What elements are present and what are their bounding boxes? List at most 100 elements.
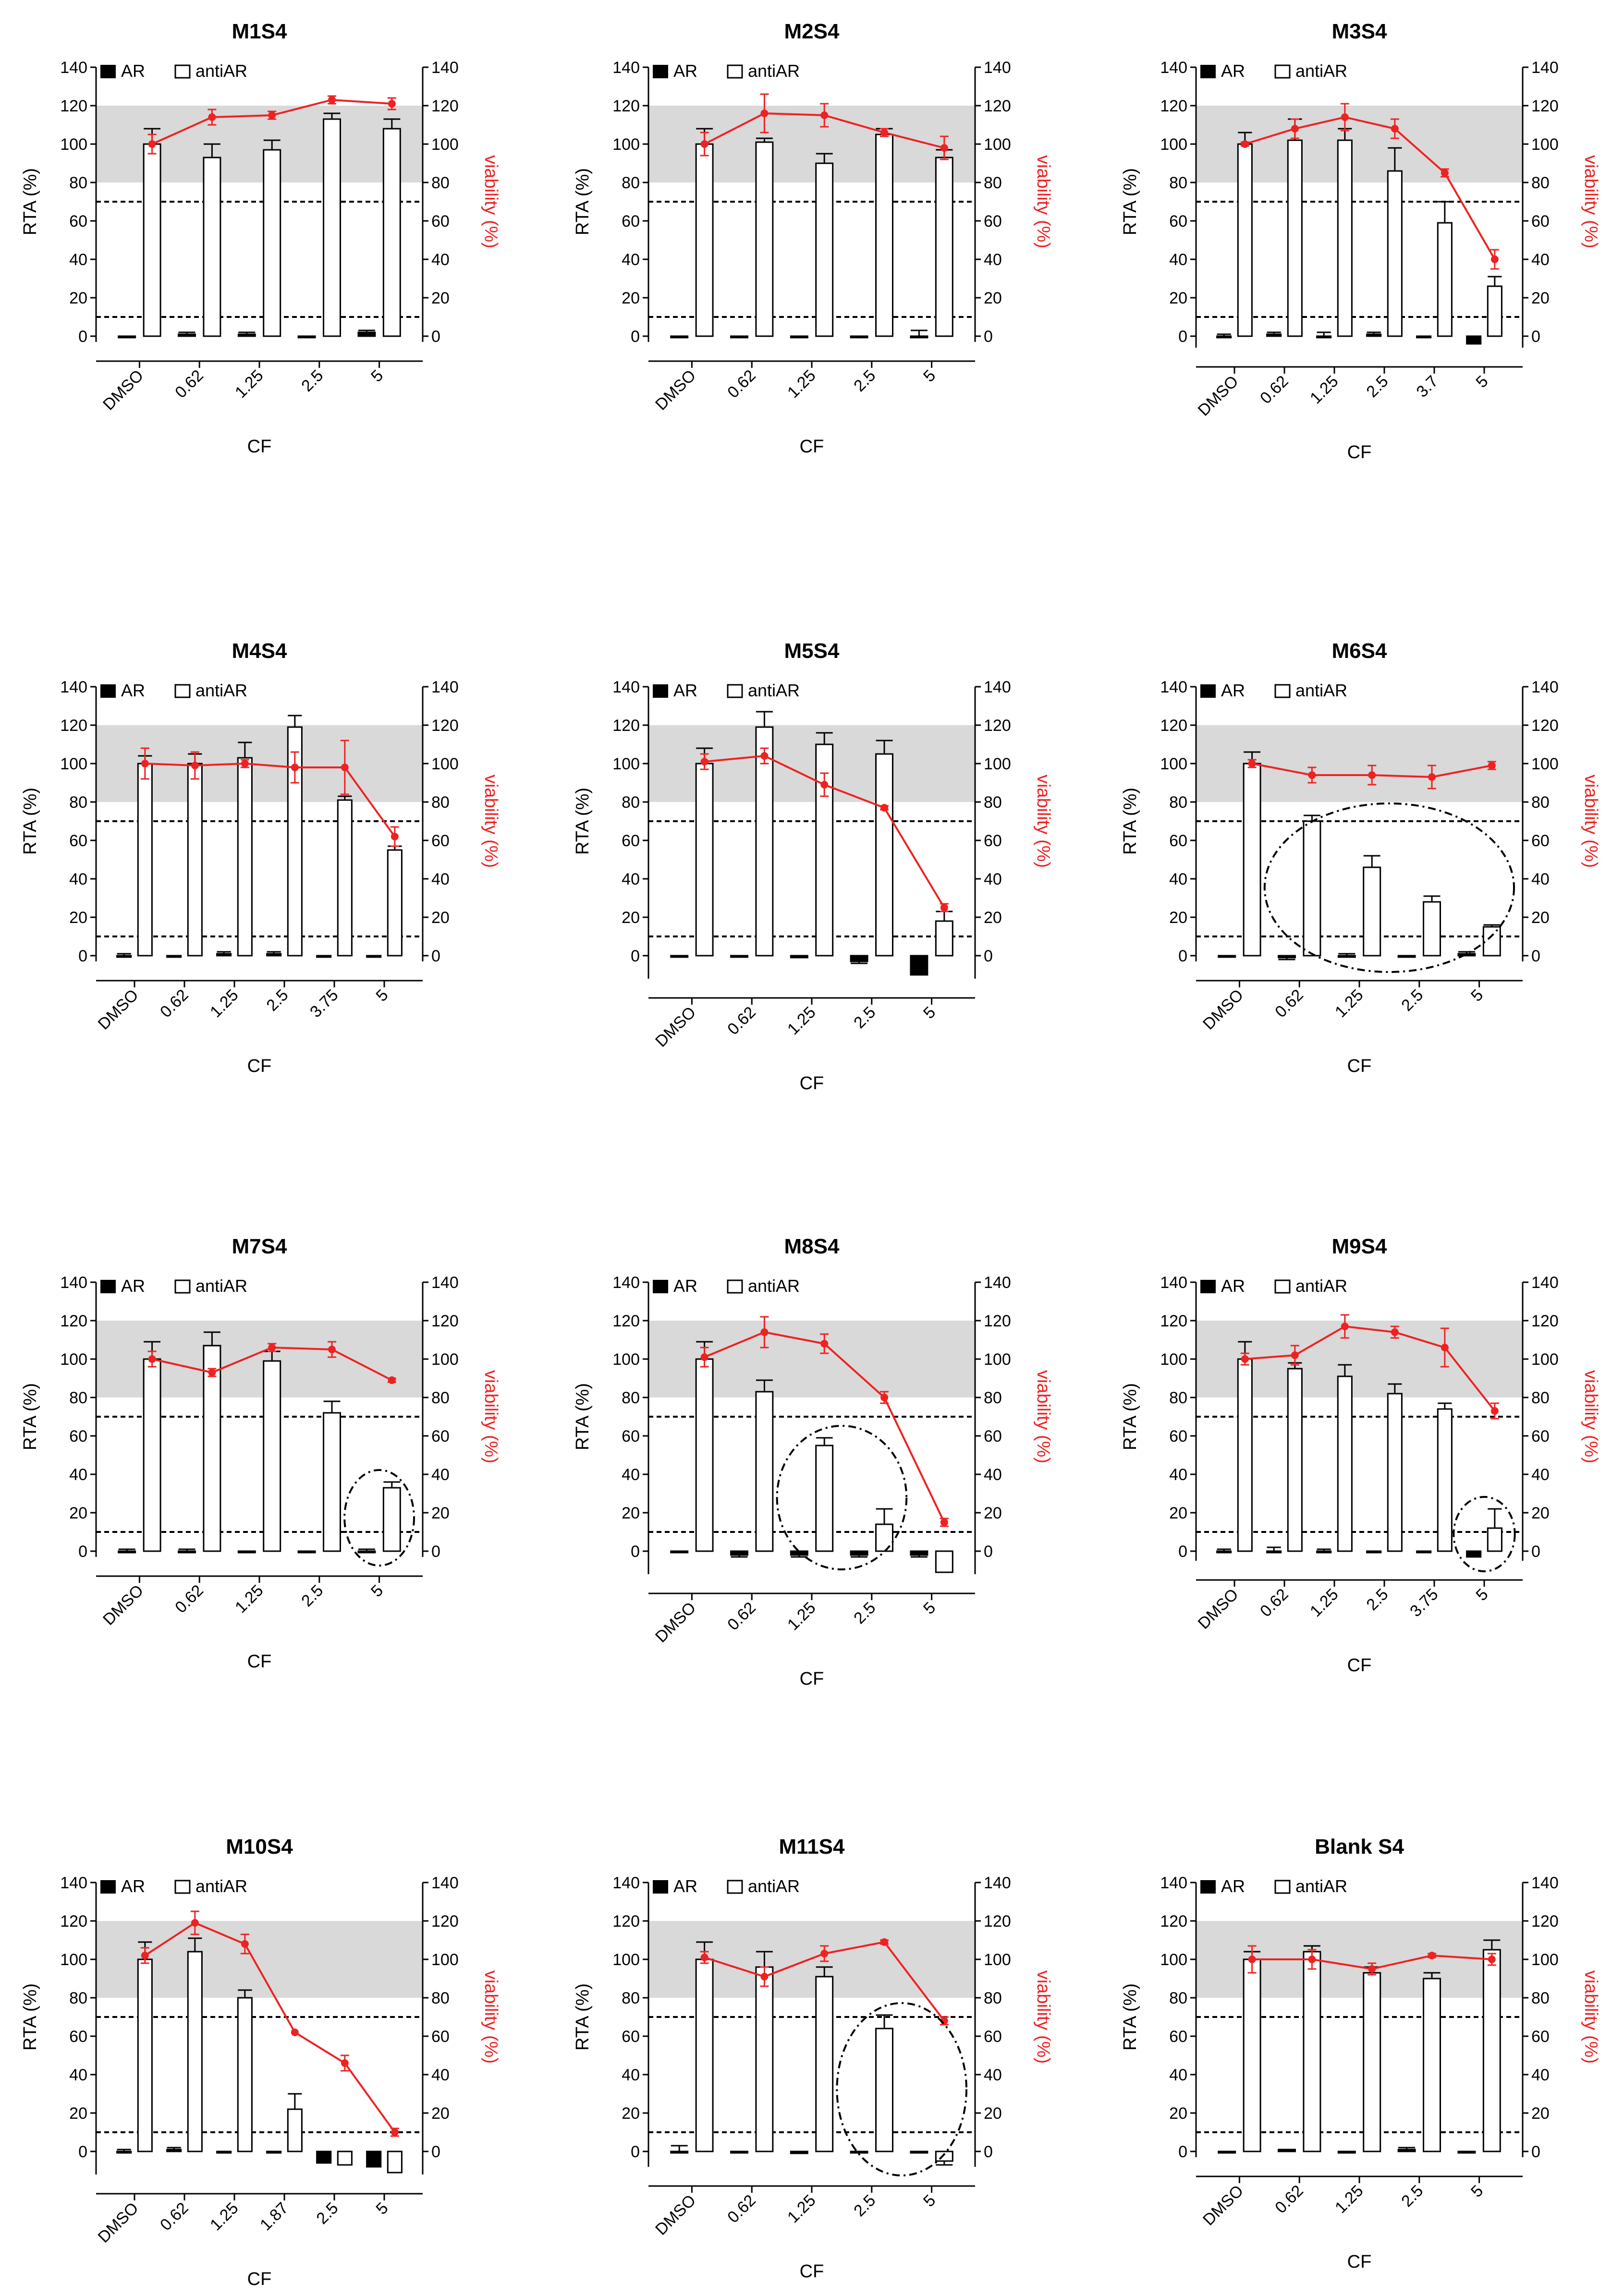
- antiar-bar: [1337, 139, 1353, 337]
- ar-bar: [1278, 2149, 1296, 2152]
- x-tick-label: 2.5: [263, 986, 292, 1015]
- left-tick-label: 20: [622, 289, 640, 307]
- legend-ar-label: AR: [121, 680, 145, 700]
- left-tick-label: 0: [78, 947, 87, 965]
- x-tick-label: DMSO: [99, 366, 147, 414]
- ar-bar: [1316, 335, 1332, 339]
- viability-point: [820, 1340, 829, 1348]
- x-tick-label: 5: [920, 1003, 939, 1022]
- left-tick-label: 0: [78, 2143, 87, 2161]
- legend-antiar-swatch: [174, 64, 191, 79]
- left-tick-label: 140: [60, 1874, 87, 1892]
- ylabel-left: RTA (%): [20, 788, 40, 855]
- right-tick-label: 80: [984, 793, 1002, 812]
- legend-ar-label: AR: [673, 680, 697, 700]
- legend-ar-swatch: [653, 65, 668, 78]
- viability-point: [191, 762, 199, 769]
- legend-ar-swatch: [1200, 1880, 1216, 1894]
- right-tick-label: 80: [431, 1989, 450, 2007]
- left-tick-label: 120: [612, 717, 640, 735]
- ar-bar: [178, 333, 196, 337]
- legend-ar-label: AR: [121, 61, 145, 81]
- left-tick-label: 20: [1169, 289, 1187, 307]
- right-tick-label: 100: [984, 755, 1011, 773]
- legend-ar-swatch: [1200, 684, 1216, 698]
- right-tick-label: 80: [984, 1989, 1002, 2007]
- antiar-bar: [1423, 1978, 1441, 2152]
- viability-line: [1245, 116, 1496, 260]
- left-tick-label: 140: [60, 678, 87, 696]
- left-tick-label: 40: [622, 1466, 640, 1484]
- right-tick-label: 100: [1531, 1350, 1559, 1369]
- antiar-bar: [695, 143, 714, 337]
- right-tick-label: 80: [431, 1389, 450, 1407]
- ar-bar: [910, 2150, 928, 2154]
- left-tick-label: 40: [69, 2066, 87, 2084]
- viability-point: [940, 904, 948, 911]
- viability-point: [700, 1353, 708, 1361]
- viability-point: [1441, 1344, 1449, 1351]
- antiar-bar: [935, 920, 953, 957]
- antiar-bar: [815, 1976, 834, 2152]
- viability-point: [341, 2059, 349, 2067]
- dashed-ellipse-annotation: [836, 2002, 968, 2176]
- x-tick-label: 2.5: [850, 366, 879, 395]
- right-tick-label: 80: [1531, 174, 1550, 192]
- viability-point: [940, 1519, 948, 1526]
- viability-point: [391, 833, 399, 840]
- x-tick-label: DMSO: [1199, 986, 1247, 1033]
- viability-point: [191, 1919, 199, 1927]
- legend-ar-swatch: [100, 65, 116, 78]
- antiar-bar: [695, 763, 714, 957]
- viability-point: [1341, 113, 1349, 121]
- ylabel-right: viability (%): [1033, 1370, 1053, 1463]
- ar-bar: [178, 1550, 196, 1554]
- chart-m9s4: M9S4 0 0 20 20 40 40 60 60 80 80 100 100 120 120 140 140…: [1120, 1235, 1601, 1676]
- ar-bar: [670, 335, 689, 339]
- ylabel-left: RTA (%): [573, 168, 593, 235]
- right-tick-label: 40: [984, 2066, 1002, 2084]
- antiar-bar: [875, 1523, 893, 1552]
- antiar-bar: [323, 1412, 341, 1552]
- right-tick-label: 0: [984, 947, 993, 965]
- left-tick-label: 40: [69, 251, 87, 269]
- ylabel-left: RTA (%): [1120, 788, 1140, 855]
- antiar-bar: [875, 134, 893, 337]
- xlabel: CF: [247, 1652, 272, 1672]
- chart-title: M9S4: [1332, 1235, 1387, 1258]
- legend-ar-label: AR: [1221, 1876, 1245, 1896]
- left-tick-label: 120: [1160, 1912, 1187, 1931]
- left-tick-label: 0: [1178, 1543, 1187, 1561]
- x-tick-label: DMSO: [652, 2191, 699, 2239]
- xlabel: CF: [800, 437, 824, 457]
- viability-point: [880, 1938, 889, 1946]
- chart-m10s4: M10S4 0 0 20 20 40 40 60 60 80 80 100 100 120 120 140 14…: [20, 1835, 501, 2289]
- ar-bar: [1397, 955, 1416, 958]
- xlabel: CF: [1347, 442, 1372, 462]
- legend-antiar-swatch: [174, 1279, 191, 1294]
- left-tick-label: 80: [69, 174, 87, 192]
- left-tick-label: 140: [612, 1274, 640, 1292]
- antiar-bar: [1437, 1408, 1453, 1552]
- viability-line: [145, 762, 396, 838]
- antiar-bar: [1387, 170, 1403, 337]
- legend-ar-swatch: [653, 1280, 668, 1293]
- chart-m1s4: M1S4 0 0 20 20 40 40 60 60 80 80 100 100 120 120 140 140…: [20, 20, 501, 457]
- x-tick-label: 0.62: [724, 2191, 759, 2227]
- ar-bar: [216, 953, 232, 957]
- viability-point: [760, 1973, 769, 1980]
- viability-point: [880, 804, 889, 812]
- x-tick-label: 2.5: [298, 1581, 327, 1610]
- x-tick-label: 0.62: [171, 1581, 207, 1617]
- right-tick-label: 60: [1531, 832, 1550, 850]
- viability-point: [388, 1376, 396, 1384]
- ylabel-left: RTA (%): [573, 1383, 593, 1450]
- viability-point: [1428, 773, 1436, 781]
- right-tick-label: 80: [1531, 1389, 1550, 1407]
- x-tick-label: 0.62: [1271, 2182, 1307, 2217]
- left-tick-label: 80: [1169, 1989, 1187, 2007]
- left-tick-label: 20: [1169, 1504, 1187, 1522]
- right-tick-label: 0: [1531, 1543, 1540, 1561]
- antiar-bar: [1487, 1527, 1502, 1552]
- ylabel-right: viability (%): [1581, 1370, 1601, 1463]
